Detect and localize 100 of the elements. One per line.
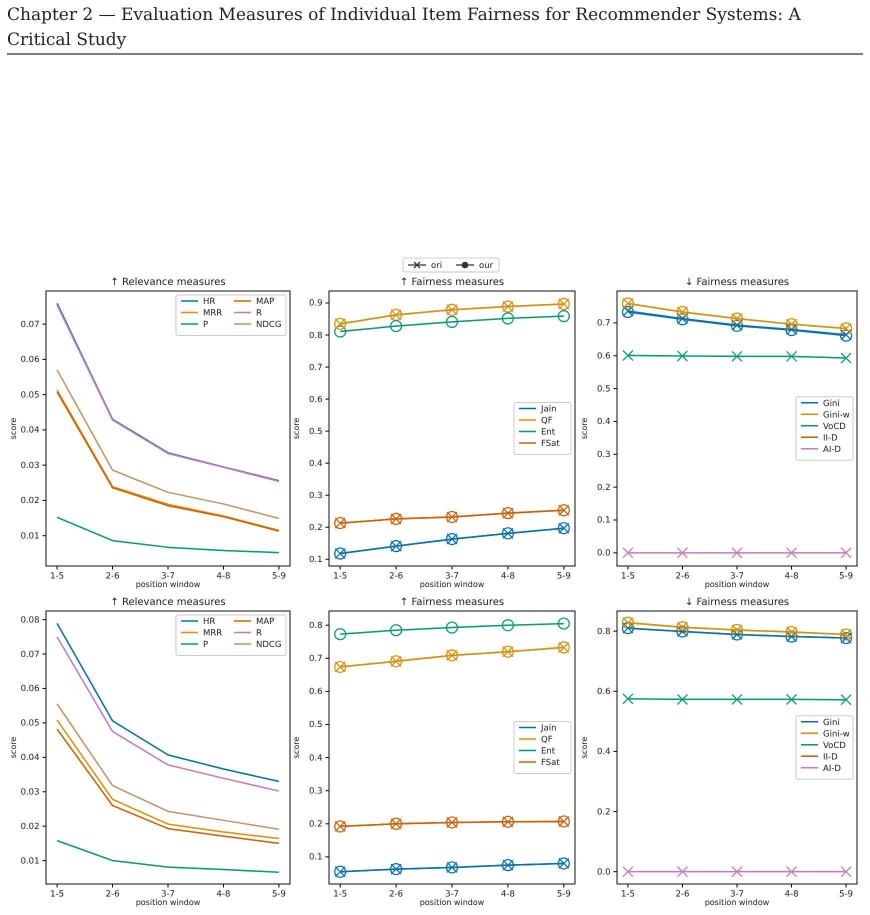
y-tick-label: 0.2 (308, 522, 322, 533)
chart-title: ↑ Relevance measures (110, 597, 226, 608)
legend-label: Gini-w (823, 410, 850, 420)
y-tick-label: 0.5 (308, 720, 322, 730)
x-axis-title: position window (136, 898, 201, 907)
chart-title: ↑ Fairness measures (400, 597, 504, 608)
y-axis-title: score (9, 736, 18, 758)
x-axis-title: position window (420, 898, 485, 907)
y-tick-label: 0.1 (308, 554, 322, 565)
y-tick-label: 0.6 (308, 687, 322, 698)
x-tick-label: 4-8 (216, 572, 230, 582)
legend-label: R (256, 308, 262, 318)
y-tick-label: 0.03 (20, 460, 40, 471)
legend-label: Jain (540, 724, 556, 734)
legend-label: R (256, 628, 262, 638)
x-axis-title: position window (136, 580, 201, 589)
y-tick-label: 0.8 (308, 620, 322, 631)
x-tick-label: 3-7 (161, 572, 175, 582)
y-tick-label: 0.3 (596, 450, 610, 460)
x-tick-label: 3-7 (161, 890, 175, 900)
legend-label: MAP (256, 297, 274, 307)
y-tick-label: 0.3 (308, 786, 322, 796)
y-axis-title: score (580, 736, 589, 758)
legend-label: HR (203, 617, 216, 627)
y-tick-label: 0.06 (20, 684, 40, 694)
y-tick-label: 0.6 (596, 686, 610, 697)
legend-label: Jain (540, 404, 556, 414)
y-tick-label: 0.03 (20, 787, 40, 798)
y-tick-label: 0.4 (308, 753, 322, 764)
y-axis-title: score (9, 418, 18, 440)
y-tick-label: 0.2 (308, 819, 322, 830)
chart-title: ↓ Fairness measures (684, 597, 790, 608)
chart-title: ↑ Relevance measures (110, 277, 226, 288)
legend-label: HR (203, 297, 216, 307)
y-tick-label: 0.4 (308, 458, 322, 469)
y-tick-label: 0.04 (20, 753, 40, 764)
x-tick-label: 1-5 (333, 890, 348, 900)
x-tick-label: 4-8 (500, 890, 515, 900)
y-tick-label: 0.7 (308, 654, 322, 664)
x-axis-title: position window (704, 898, 770, 907)
legend-label: FSat (541, 758, 560, 768)
legend-label: P (203, 640, 208, 650)
legend-label: Gini-w (823, 729, 850, 740)
y-tick-label: 0.01 (20, 531, 40, 542)
legend-label: QF (541, 416, 553, 426)
y-axis-title: score (580, 418, 589, 440)
x-tick-label: 2-6 (676, 890, 690, 900)
legend-label: P (203, 320, 208, 330)
x-tick-label: 1-5 (50, 572, 64, 582)
legend-label: Gini (823, 718, 840, 728)
x-axis-title: position window (420, 580, 485, 589)
x-tick-label: 5-9 (556, 890, 571, 900)
y-tick-label: 0.5 (308, 426, 322, 437)
y-tick-label: 0.06 (20, 355, 40, 366)
legend-label: VoCD (823, 740, 846, 751)
y-tick-label: 0.3 (308, 490, 322, 501)
chart-title: ↓ Fairness measures (684, 277, 790, 288)
legend-label: Gini (823, 398, 840, 409)
y-tick-label: 0.2 (596, 807, 610, 818)
legend-label: NDCG (256, 320, 282, 330)
y-tick-label: 0.6 (308, 394, 322, 405)
legend-label: II-D (823, 433, 838, 444)
x-tick-label: 1-5 (50, 890, 64, 900)
x-tick-label: 2-6 (106, 890, 120, 900)
legend-label: Ent (541, 428, 556, 438)
legend-label: AI-D (823, 764, 842, 774)
text: our (479, 261, 494, 271)
x-tick-label: 2-6 (106, 572, 120, 582)
x-tick-label: 4-8 (216, 890, 230, 900)
text: Chapter 2 — Evaluation Measures of Individual Item Fairness for Recommender Systems: A Critical Study (7, 5, 802, 50)
legend-label: II-D (823, 752, 838, 762)
x-tick-label: 5-9 (272, 890, 286, 900)
x-tick-label: 4-8 (784, 890, 798, 900)
y-tick-label: 0.2 (596, 482, 610, 493)
x-tick-label: 3-7 (730, 890, 744, 900)
legend-label: QF (541, 735, 553, 745)
y-tick-label: 0.7 (308, 362, 322, 373)
x-tick-label: 5-9 (272, 572, 286, 582)
y-tick-label: 0.02 (20, 822, 40, 832)
y-axis-title: score (292, 736, 301, 758)
y-tick-label: 0.8 (308, 330, 322, 341)
legend-label: VoCD (823, 422, 846, 432)
y-tick-label: 0.08 (20, 615, 40, 626)
legend-label: NDCG (256, 640, 282, 650)
legend-label: FSat (541, 439, 560, 449)
chart-title: ↑ Fairness measures (400, 277, 504, 288)
x-tick-label: 4-8 (500, 572, 515, 582)
legend-label: MRR (203, 308, 222, 318)
x-tick-label: 1-5 (620, 890, 635, 900)
legend-label: Ent (541, 746, 556, 756)
legend-label: MRR (203, 628, 222, 638)
y-tick-label: 0.04 (20, 426, 40, 436)
x-tick-label: 2-6 (389, 890, 404, 900)
y-tick-label: 0.5 (596, 384, 610, 394)
y-tick-label: 0.05 (20, 718, 40, 729)
y-tick-label: 0.05 (20, 390, 40, 400)
x-tick-label: 2-6 (389, 572, 404, 582)
x-axis-title: position window (704, 580, 770, 589)
y-tick-label: 0.02 (20, 496, 40, 506)
y-tick-label: 0.4 (596, 747, 610, 758)
